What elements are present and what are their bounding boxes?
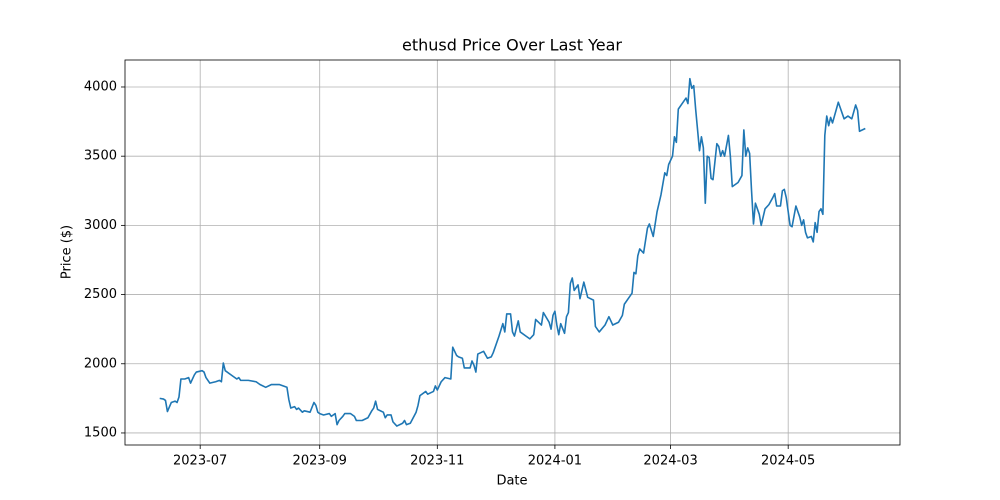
chart-title: ethusd Price Over Last Year [402,36,622,55]
y-tick-label: 3500 [84,149,117,164]
y-tick-label: 4000 [84,79,117,94]
x-tick-label: 2023-07 [173,454,227,469]
plot-layer [159,77,866,427]
y-tick-label: 2000 [84,356,117,371]
y-tick-label: 2500 [84,287,117,302]
price-line [159,77,866,427]
x-tick-label: 2024-05 [761,454,815,469]
x-tick-label: 2024-03 [643,454,697,469]
grid-layer [125,60,900,445]
x-tick-label: 2024-01 [528,454,582,469]
axes-frame [124,59,901,446]
y-tick-label: 1500 [84,425,117,440]
x-tick-label: 2023-09 [293,454,347,469]
x-axis-label: Date [496,474,527,489]
y-axis-label: Price ($) [60,225,75,279]
y-tick-label: 3000 [84,218,117,233]
x-tick-label: 2023-11 [410,454,464,469]
